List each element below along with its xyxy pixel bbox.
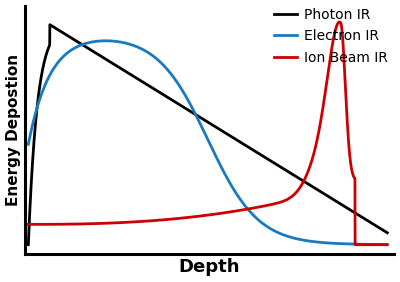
- Electron IR: [44, 80, 49, 83]
- Ion Beam IR: [385, 243, 390, 246]
- Ion Beam IR: [375, 243, 380, 246]
- Photon IR: [385, 231, 390, 234]
- Ion Beam IR: [308, 162, 313, 165]
- Electron IR: [375, 243, 380, 246]
- Line: Photon IR: Photon IR: [28, 25, 387, 245]
- Photon IR: [191, 112, 196, 115]
- Photon IR: [48, 23, 52, 27]
- Y-axis label: Energy Depostion: Energy Depostion: [6, 54, 20, 206]
- Electron IR: [26, 143, 31, 146]
- Line: Ion Beam IR: Ion Beam IR: [28, 22, 387, 245]
- Line: Electron IR: Electron IR: [28, 41, 387, 244]
- Photon IR: [374, 225, 379, 228]
- Ion Beam IR: [353, 243, 358, 246]
- X-axis label: Depth: Depth: [179, 258, 240, 276]
- Ion Beam IR: [200, 214, 205, 217]
- Electron IR: [309, 240, 314, 243]
- Photon IR: [44, 52, 49, 55]
- Electron IR: [385, 243, 390, 246]
- Ion Beam IR: [375, 243, 380, 246]
- Ion Beam IR: [191, 215, 196, 219]
- Ion Beam IR: [44, 223, 49, 226]
- Electron IR: [201, 128, 206, 131]
- Ion Beam IR: [26, 223, 31, 226]
- Electron IR: [191, 109, 196, 112]
- Photon IR: [201, 118, 206, 121]
- Ion Beam IR: [337, 20, 342, 24]
- Photon IR: [26, 243, 31, 246]
- Electron IR: [374, 243, 379, 246]
- Electron IR: [103, 39, 108, 43]
- Legend: Photon IR, Electron IR, Ion Beam IR: Photon IR, Electron IR, Ion Beam IR: [274, 8, 388, 65]
- Photon IR: [375, 225, 380, 228]
- Photon IR: [309, 184, 314, 188]
